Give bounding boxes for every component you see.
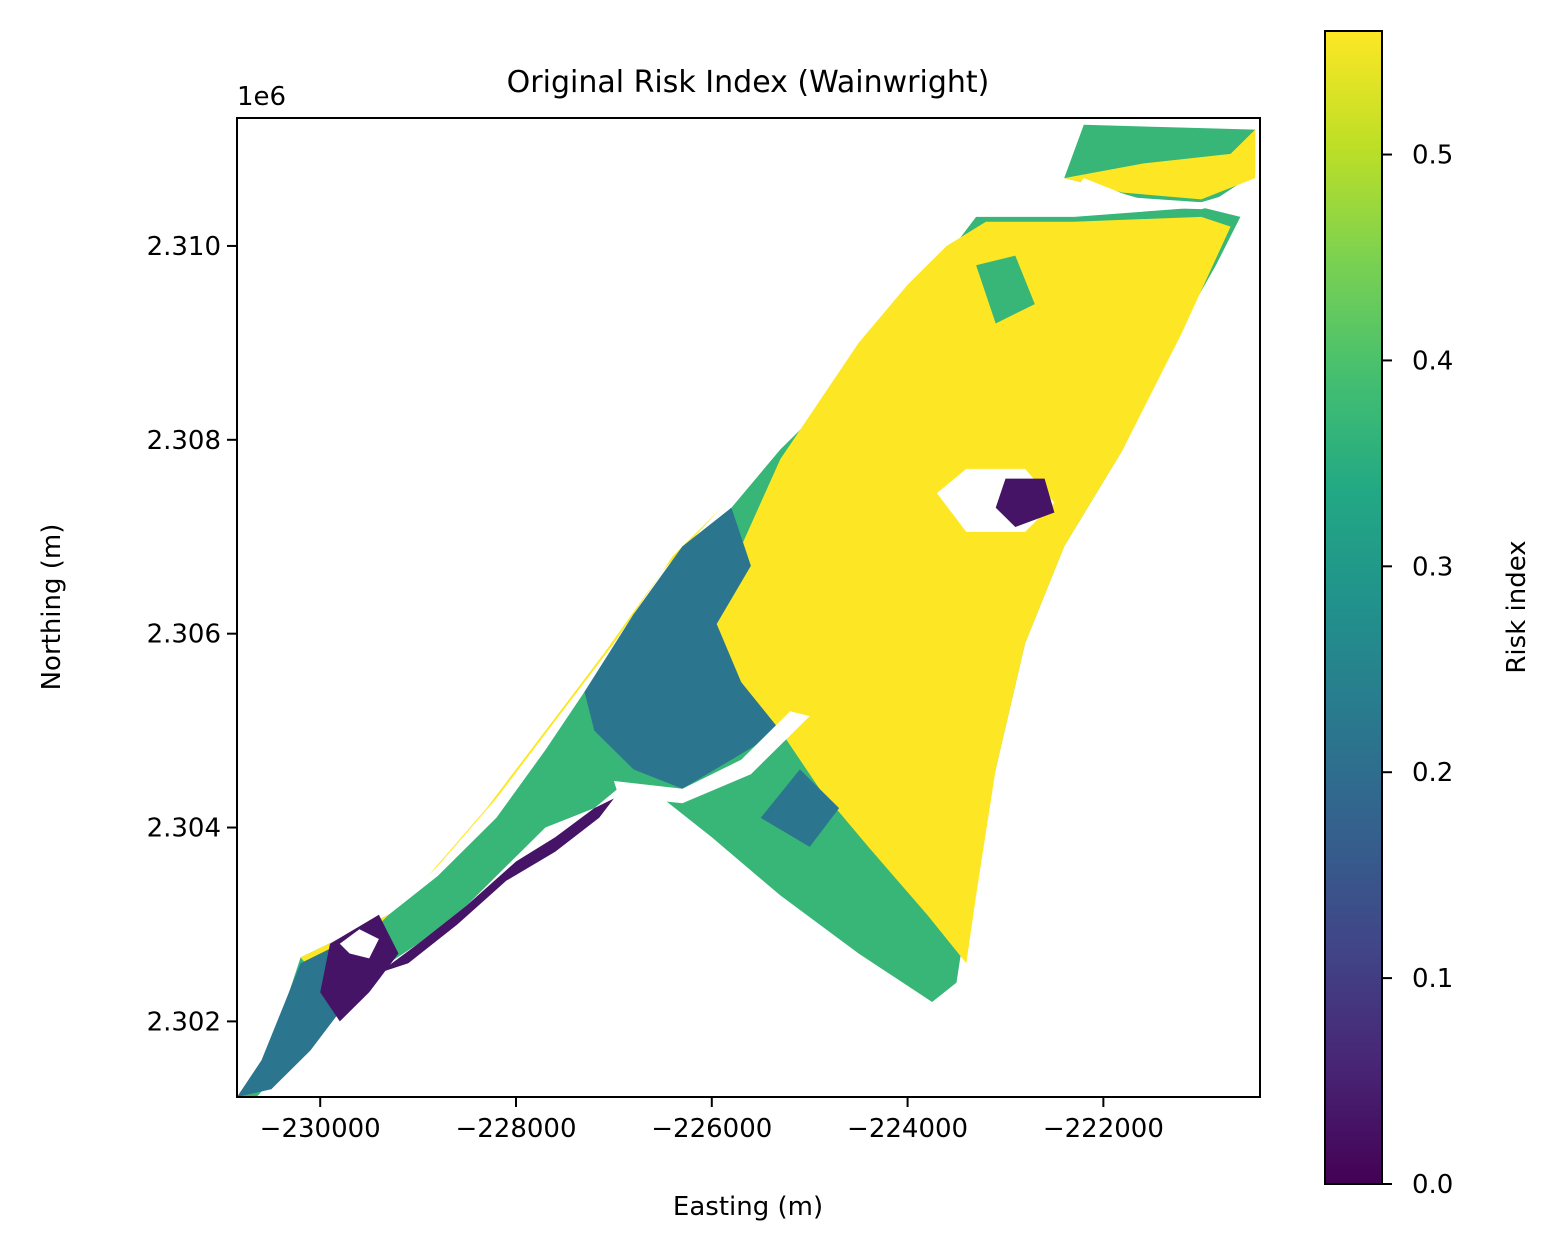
- region-hole-river: [613, 711, 810, 804]
- y-tick-label: 2.310: [147, 232, 221, 262]
- region-ne-medium: [976, 255, 1035, 324]
- chart-title: Original Risk Index (Wainwright): [507, 65, 990, 100]
- plot-frame: [236, 117, 1261, 1098]
- y-axis-label: Northing (m): [37, 524, 67, 691]
- region-central-medium: [584, 507, 781, 789]
- colorbar: [1324, 30, 1383, 1185]
- y-axis: 2.302 2.304 2.306 2.308 2.310: [147, 232, 237, 1037]
- x-tick-label: −226000: [651, 1114, 772, 1144]
- y-tick-label: 2.306: [147, 620, 221, 650]
- region-hole-sw: [339, 929, 379, 959]
- colorbar-tick-label: 0.0: [1412, 1170, 1453, 1200]
- colorbar-tick-label: 0.5: [1412, 141, 1453, 171]
- region-east-high: [711, 216, 1231, 964]
- y-tick-label: 2.302: [147, 1007, 221, 1037]
- y-tick-label: 2.304: [147, 814, 221, 844]
- region-se-medium: [760, 769, 840, 847]
- colorbar-tick-label: 0.4: [1412, 346, 1453, 376]
- colorbar-tick-label: 0.2: [1412, 758, 1453, 788]
- colorbar-axis: 0.0 0.1 0.2 0.3 0.4 0.5: [1382, 141, 1453, 1200]
- region-sw-low: [320, 914, 399, 1022]
- x-tick-label: −222000: [1043, 1114, 1164, 1144]
- colorbar-tick-label: 0.3: [1412, 552, 1453, 582]
- x-axis-label: Easting (m): [673, 1192, 823, 1222]
- y-offset-label: 1e6: [237, 82, 286, 112]
- x-axis: −230000 −228000 −226000 −224000 −222000: [260, 1097, 1164, 1144]
- x-tick-label: −228000: [455, 1114, 576, 1144]
- region-north-strip-yellow: [1064, 129, 1256, 200]
- region-hole-central-low: [995, 478, 1055, 527]
- y-tick-label: 2.308: [147, 426, 221, 456]
- colorbar-tick-label: 0.1: [1412, 964, 1453, 994]
- heatmap-layer: [237, 124, 1256, 1097]
- x-tick-label: −230000: [260, 1114, 381, 1144]
- region-hole-north-channel: [1074, 178, 1251, 210]
- colorbar-label: Risk index: [1502, 540, 1532, 673]
- x-tick-label: −224000: [847, 1114, 968, 1144]
- region-south-edge-low: [378, 798, 614, 973]
